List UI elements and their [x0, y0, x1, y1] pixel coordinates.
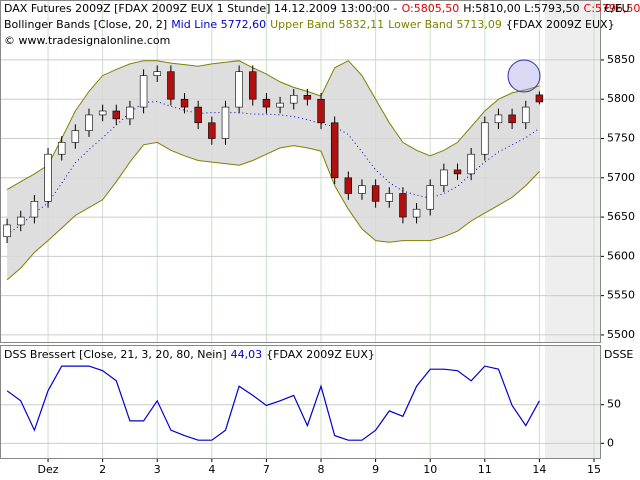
axis-unit: €/EU — [604, 2, 630, 15]
candle-body — [235, 71, 243, 108]
candle-body — [112, 110, 120, 120]
candle-body — [440, 169, 448, 186]
band-line — [6, 141, 540, 281]
band-line — [6, 60, 540, 191]
main-frame — [0, 0, 601, 343]
candle-body — [208, 122, 216, 139]
x-tick-label: 11 — [478, 463, 492, 476]
candle-body — [71, 130, 80, 143]
x-tick-label: 4 — [208, 463, 215, 476]
indicator-title: Bollinger Bands [Close, 20, 2] — [4, 18, 167, 31]
x-tick-label: 3 — [154, 463, 161, 476]
candle-body — [126, 106, 134, 120]
legend-entry: 44,03 — [231, 348, 263, 361]
y-tick-label: 0 — [607, 436, 614, 449]
marker-circle — [507, 59, 541, 93]
candle-body — [276, 102, 284, 108]
y-tick-label: 5650 — [607, 210, 635, 223]
candle-body — [139, 75, 148, 108]
candle-body — [57, 142, 66, 155]
candle-body — [194, 106, 202, 124]
x-tick-label: 7 — [263, 463, 270, 476]
legend-entry: Lower Band 5713,09 — [388, 18, 502, 31]
candle-body — [399, 193, 407, 218]
y-tick-label: 5800 — [607, 92, 635, 105]
mid-line — [6, 101, 540, 235]
candle-body — [221, 106, 230, 139]
candle-body — [412, 208, 421, 218]
candle-body — [522, 106, 530, 124]
candle-body — [98, 110, 107, 116]
future-region — [545, 1, 600, 342]
ohlc-label: O:5805,50 — [402, 2, 460, 15]
candle-body — [290, 94, 298, 104]
candle-body — [17, 216, 25, 226]
x-tick-label: 8 — [318, 463, 325, 476]
ohlc-label: C:5796,50 — [584, 2, 640, 15]
band-fill — [7, 60, 540, 280]
y-tick-label: 5750 — [607, 132, 635, 145]
axis-unit: DSSE — [604, 348, 633, 361]
y-tick-label: 5500 — [607, 328, 635, 341]
line — [6, 365, 540, 441]
candle-body — [262, 98, 271, 108]
y-tick-label: 50 — [607, 398, 621, 411]
y-tick-label: 5850 — [607, 53, 635, 66]
legend-entry: Mid Line 5772,60 — [171, 18, 266, 31]
copyright: © www.tradesignalonline.com — [4, 34, 170, 47]
x-tick-label: 14 — [532, 463, 546, 476]
candle-body — [44, 153, 52, 202]
legend-entry: Upper Band 5832,11 — [270, 18, 384, 31]
candle-body — [303, 94, 312, 100]
candle-body — [180, 98, 189, 108]
indicator-line: Bollinger Bands [Close, 20, 2] Mid Line 5… — [4, 18, 615, 31]
x-tick-label: 10 — [423, 463, 437, 476]
candle-body — [30, 201, 39, 218]
candle-body — [358, 185, 366, 194]
indicator-line: DSS Bressert [Close, 21, 3, 20, 80, Nein… — [4, 348, 375, 361]
header-line: DAX Futures 2009Z [FDAX 2009Z EUX 1 Stun… — [4, 2, 640, 15]
indicator-title: DSS Bressert [Close, 21, 3, 20, 80, Nein… — [4, 348, 227, 361]
y-tick-label: 5550 — [607, 289, 635, 302]
x-tick-label: Dez — [38, 463, 59, 476]
source: {FDAX 2009Z EUX} — [266, 348, 375, 361]
candle-body — [467, 153, 475, 175]
candle-body — [535, 94, 544, 103]
chart-title: DAX Futures 2009Z [FDAX 2009Z EUX 1 Stun… — [4, 2, 398, 15]
y-tick-label: 5700 — [607, 171, 635, 184]
candle-body — [317, 98, 325, 124]
candle-body — [481, 122, 489, 155]
candle-body — [508, 114, 516, 124]
lower-frame — [0, 345, 601, 459]
future-region — [545, 346, 600, 458]
candle-body — [371, 185, 380, 202]
candle-body — [153, 71, 161, 76]
x-tick-label: 15 — [587, 463, 601, 476]
candle-body — [85, 114, 93, 131]
candle-body — [426, 185, 434, 210]
candle-body — [167, 71, 175, 100]
x-tick-label: 9 — [372, 463, 379, 476]
source: {FDAX 2009Z EUX} — [506, 18, 615, 31]
candle-body — [453, 169, 462, 175]
y-tick-label: 5600 — [607, 249, 635, 262]
candle-body — [385, 193, 393, 202]
candle-body — [494, 114, 503, 124]
ohlc-label: H:5810,00 L:5793,50 — [463, 2, 579, 15]
candle-body — [344, 177, 353, 194]
candle-body — [330, 122, 339, 179]
candle-body — [249, 71, 257, 100]
x-tick-label: 2 — [99, 463, 106, 476]
candle-body — [3, 224, 11, 238]
